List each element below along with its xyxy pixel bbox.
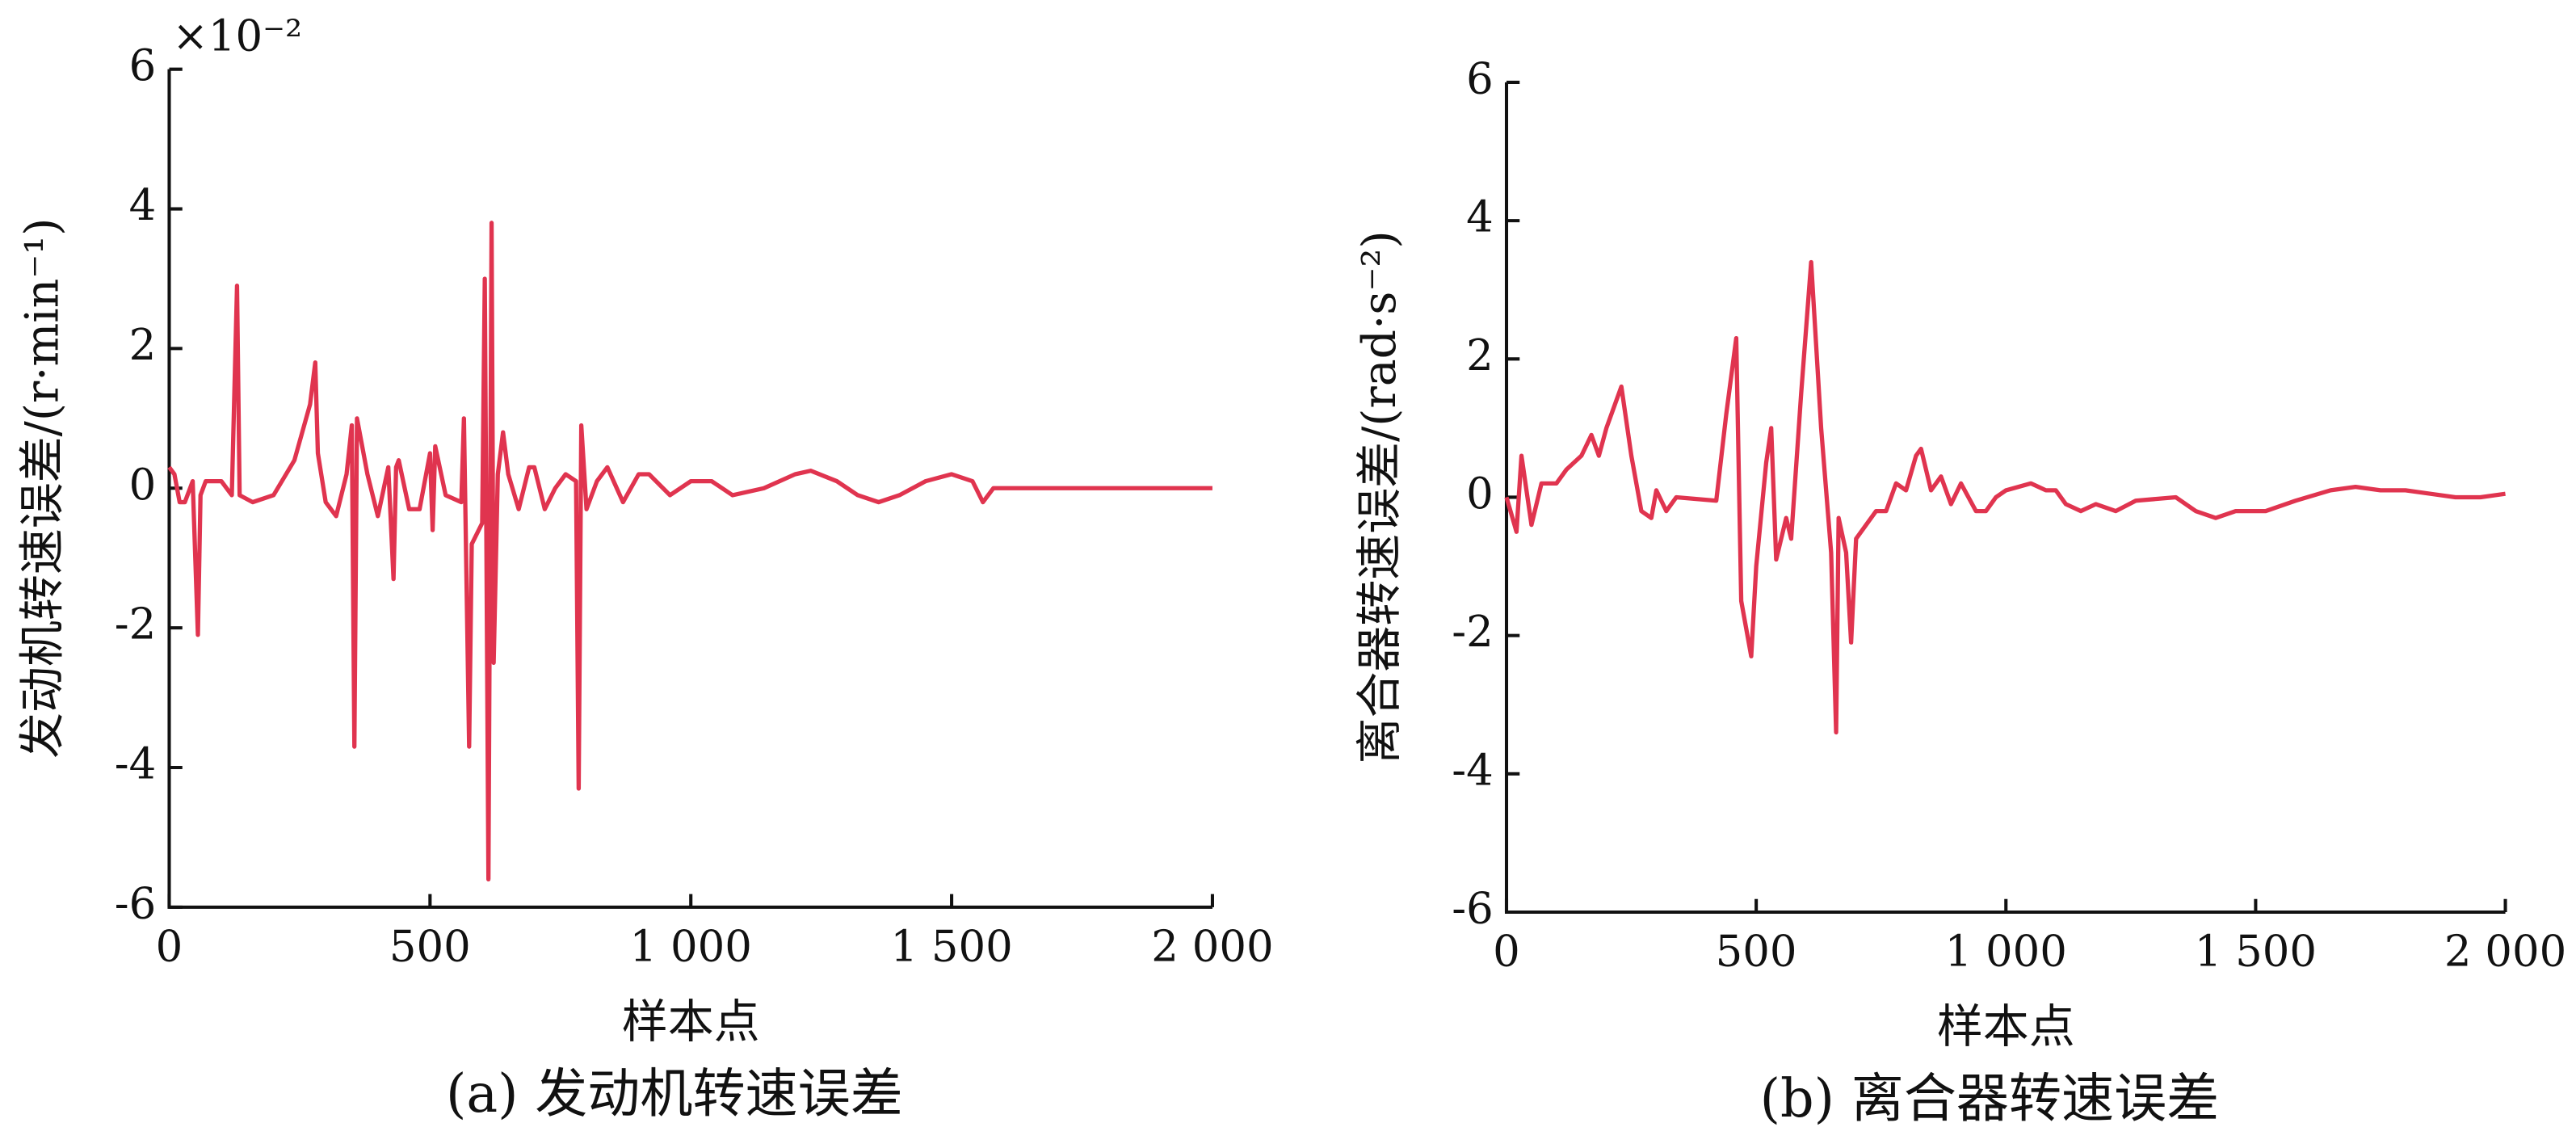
y-tick-label: -6 — [115, 879, 157, 928]
y-tick-label: 4 — [129, 181, 157, 230]
x-tick-label: 1 500 — [890, 922, 1012, 971]
y-tick-label: 0 — [1466, 469, 1494, 519]
x-tick-label: 0 — [156, 922, 183, 971]
y-tick-label: -2 — [115, 600, 157, 650]
y-tick-label: -4 — [1452, 746, 1493, 795]
y-tick-label: 2 — [129, 321, 157, 370]
x-tick-label: 1 500 — [2195, 927, 2317, 976]
y-tick-label: -4 — [115, 740, 157, 789]
x-tick-label: 2 000 — [2444, 927, 2566, 976]
caption: (a) 发动机转速误差 — [446, 1064, 903, 1125]
line — [167, 221, 1212, 881]
y-axis-label: 离合器转速误差/(rad·s⁻²) — [1353, 230, 1406, 763]
caption: (b) 离合器转速误差 — [1760, 1069, 2220, 1129]
x-tick-label: 1 000 — [1945, 927, 2067, 976]
y-tick-label: 4 — [1466, 193, 1494, 242]
x-tick-label: 500 — [1716, 927, 1797, 976]
x-axis-label: 样本点 — [622, 995, 760, 1049]
multiplier: ×10⁻² — [173, 12, 303, 61]
x-tick-label: 0 — [1493, 927, 1520, 976]
y-tick-label: 6 — [129, 41, 157, 90]
x-tick-label: 500 — [389, 922, 471, 971]
y-tick-label: 6 — [1466, 54, 1494, 103]
x-tick-label: 1 000 — [630, 922, 752, 971]
line — [1504, 259, 2506, 735]
y-tick-label: 0 — [129, 461, 157, 510]
y-axis-label: 发动机转速误差/(r·min⁻¹) — [15, 218, 69, 759]
x-axis-label: 样本点 — [1937, 1000, 2075, 1054]
x-tick-label: 2 000 — [1151, 922, 1273, 971]
y-tick-label: 2 — [1466, 331, 1494, 381]
y-tick-label: -2 — [1452, 608, 1493, 657]
y-tick-label: -6 — [1452, 884, 1493, 933]
